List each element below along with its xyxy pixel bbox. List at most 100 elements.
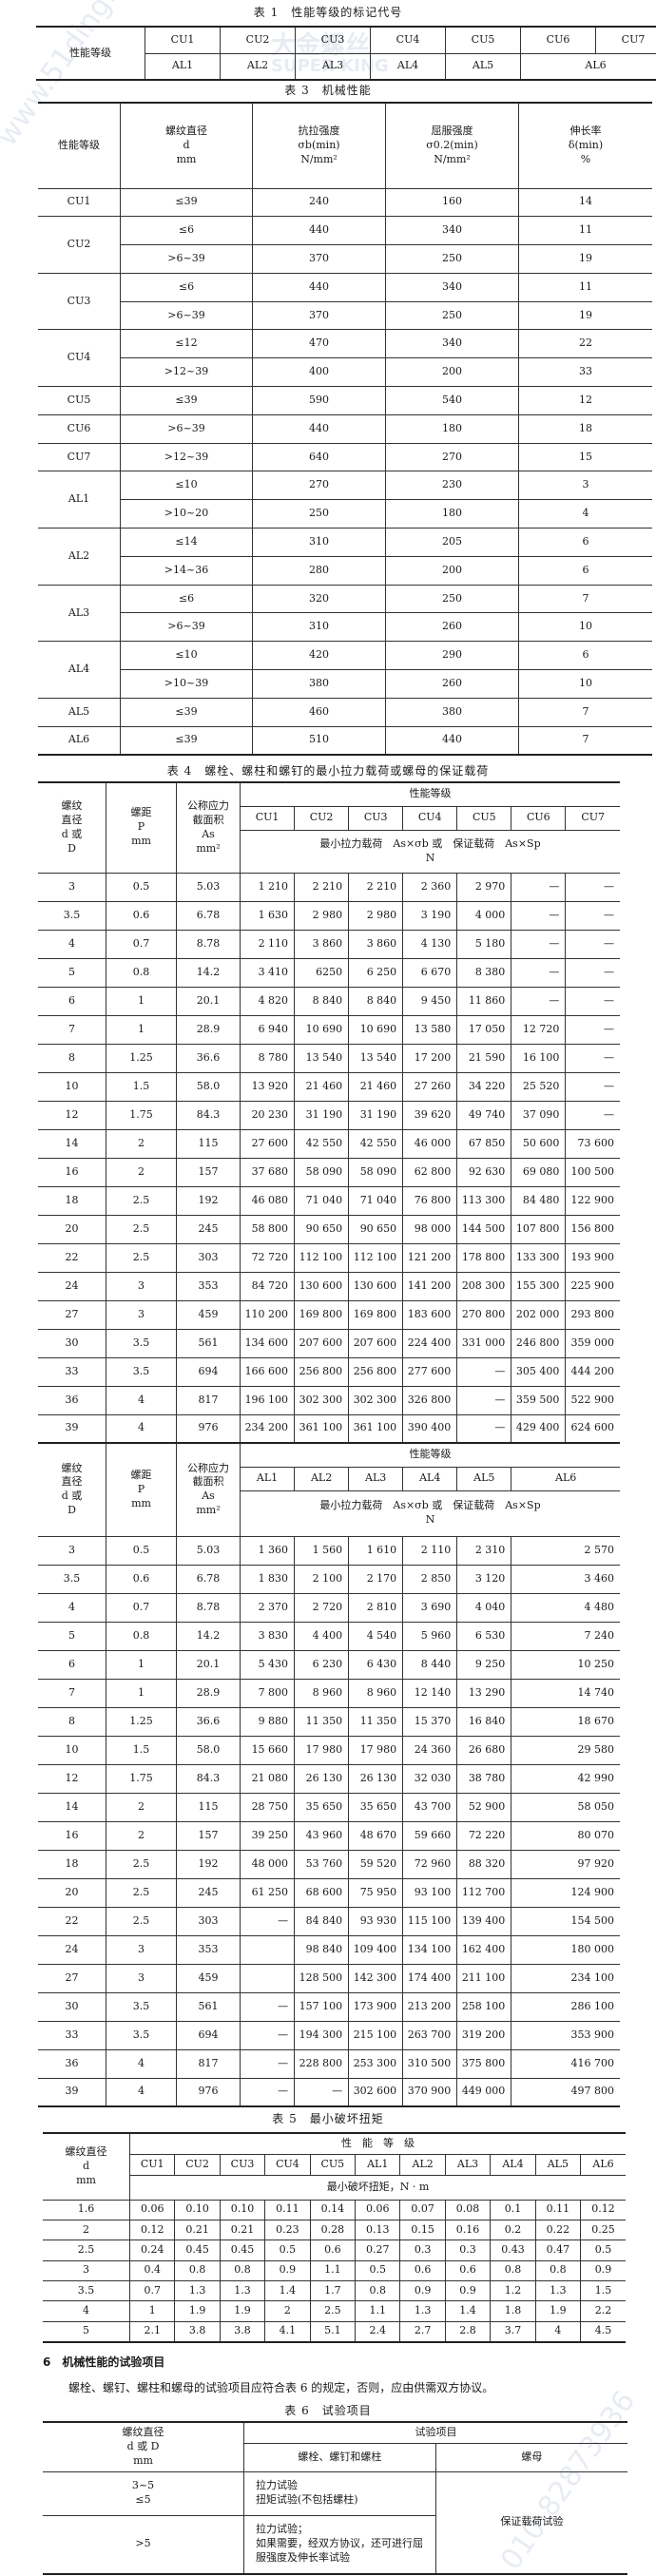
load-value-cell: 13 540 <box>295 1044 349 1072</box>
load-value-cell: 134 600 <box>241 1329 295 1357</box>
value-cell: 540 <box>386 387 519 415</box>
load-value-cell: — <box>457 1386 511 1414</box>
grade-header: AL6 <box>581 2154 626 2175</box>
header-row: 最小破坏扭矩，N · m <box>43 2175 626 2200</box>
grade-group-header: 性 能 等 级 <box>130 2133 627 2154</box>
load-value-cell: 42 550 <box>349 1129 403 1158</box>
value-cell: ≤6 <box>121 585 253 613</box>
load-value-cell: 2 310 <box>457 1536 511 1565</box>
dimension-cell: 27 <box>38 1964 106 1992</box>
load-value-cell: 7 240 <box>511 1622 620 1650</box>
torque-value-cell: 0.8 <box>356 2281 400 2301</box>
load-value-cell: 84 840 <box>295 1907 349 1935</box>
column-header-line: N/mm² <box>256 153 382 167</box>
grade-code-cu: CU4 <box>371 27 446 53</box>
load-value-cell: 35 650 <box>295 1793 349 1821</box>
load-value-cell: — <box>566 1044 620 1072</box>
dimension-cell: 3.5 <box>106 2021 177 2049</box>
torque-value-cell: 0.6 <box>400 2260 445 2280</box>
value-cell: ≤39 <box>121 188 253 217</box>
load-value-cell: 1 830 <box>241 1565 295 1593</box>
bolt-tests-cell-line: 如果需要，经双方协议，还可进行屈服强度及伸长率试验 <box>256 2537 433 2566</box>
dimension-cell: 3.5 <box>106 1357 177 1386</box>
torque-value-cell: 0.12 <box>581 2200 626 2220</box>
load-value-cell: 128 500 <box>295 1964 349 1992</box>
value-cell: 19 <box>519 245 653 274</box>
load-value-cell: 39 620 <box>403 1101 457 1129</box>
load-value-cell: 11 350 <box>349 1707 403 1736</box>
load-value-cell: 58 050 <box>511 1793 620 1821</box>
value-cell: >14~36 <box>121 556 253 585</box>
load-value-cell: 224 400 <box>403 1329 457 1357</box>
dimension-cell: 0.5 <box>106 873 177 901</box>
dimension-cell: 18 <box>38 1850 106 1878</box>
dimension-cell: 28.9 <box>177 1015 241 1044</box>
dimension-cell: 0.5 <box>106 1536 177 1565</box>
grade-header: AL4 <box>403 1467 457 1490</box>
value-cell: 370 <box>253 245 386 274</box>
load-value-cell: 13 540 <box>349 1044 403 1072</box>
load-value-cell: 90 650 <box>349 1215 403 1243</box>
dimension-cell: 6.78 <box>177 901 241 930</box>
pitch-header-line: mm <box>109 835 173 849</box>
load-value-cell: 8 780 <box>241 1044 295 1072</box>
load-value-cell: 29 580 <box>511 1736 620 1764</box>
load-value-cell: 8 840 <box>295 987 349 1015</box>
load-value-cell: 253 300 <box>349 2049 403 2078</box>
value-cell: 340 <box>386 273 519 301</box>
torque-value-cell: 0.8 <box>175 2260 220 2280</box>
dimension-cell: 3 <box>106 1935 177 1964</box>
grade-header: CU2 <box>295 806 349 830</box>
column-header-line: % <box>522 153 649 167</box>
table5-title: 表 5 最小破坏扭矩 <box>0 2110 656 2126</box>
load-value-cell: 42 550 <box>295 1129 349 1158</box>
dimension-cell: 817 <box>177 1386 241 1414</box>
torque-value-cell: 0.8 <box>491 2260 535 2280</box>
load-value-cell: 2 170 <box>349 1565 403 1593</box>
load-value-cell: 21 460 <box>349 1072 403 1101</box>
torque-value-cell: 0.45 <box>220 2240 264 2260</box>
load-value-cell: — <box>566 873 620 901</box>
dimension-cell: 2.5 <box>106 1243 177 1272</box>
grade-code-cu: CU3 <box>296 27 371 53</box>
load-value-cell: 28 750 <box>241 1793 295 1821</box>
column-header-line: δ(min) <box>522 139 649 153</box>
dimension-cell: 8.78 <box>177 1593 241 1622</box>
load-value-cell: 88 320 <box>457 1850 511 1878</box>
stress-area-header-line: As <box>180 828 237 842</box>
grade-code-cu: CU5 <box>446 27 521 53</box>
dimension-cell: 33 <box>38 2021 106 2049</box>
load-value-cell: 13 290 <box>457 1679 511 1707</box>
value-cell: 470 <box>253 330 386 358</box>
load-value-cell: 112 100 <box>349 1243 403 1272</box>
load-value-cell: 17 980 <box>295 1736 349 1764</box>
torque-value-cell: 0.11 <box>265 2200 310 2220</box>
load-value-cell: 16 840 <box>457 1707 511 1736</box>
dimension-cell: 192 <box>177 1850 241 1878</box>
torque-value-cell: 1.4 <box>445 2301 490 2321</box>
thread-diameter-header-line: 螺纹 <box>41 1462 103 1476</box>
dimension-cell: 4 <box>106 1414 177 1443</box>
value-cell: 180 <box>386 414 519 443</box>
column-header-line: d <box>124 139 249 153</box>
value-cell: 260 <box>386 670 519 699</box>
torque-header: 最小破坏扭矩，N · m <box>130 2175 627 2200</box>
load-value-cell: 69 080 <box>511 1158 566 1186</box>
diameter-cell: 3.5 <box>43 2281 130 2301</box>
grade-cell: AL1 <box>38 471 121 529</box>
stress-area-header-line: mm² <box>180 842 237 856</box>
value-cell: 310 <box>253 613 386 642</box>
diameter-cell: 4 <box>43 2301 130 2321</box>
load-value-cell: — <box>511 958 566 987</box>
load-value-cell: 8 380 <box>457 958 511 987</box>
